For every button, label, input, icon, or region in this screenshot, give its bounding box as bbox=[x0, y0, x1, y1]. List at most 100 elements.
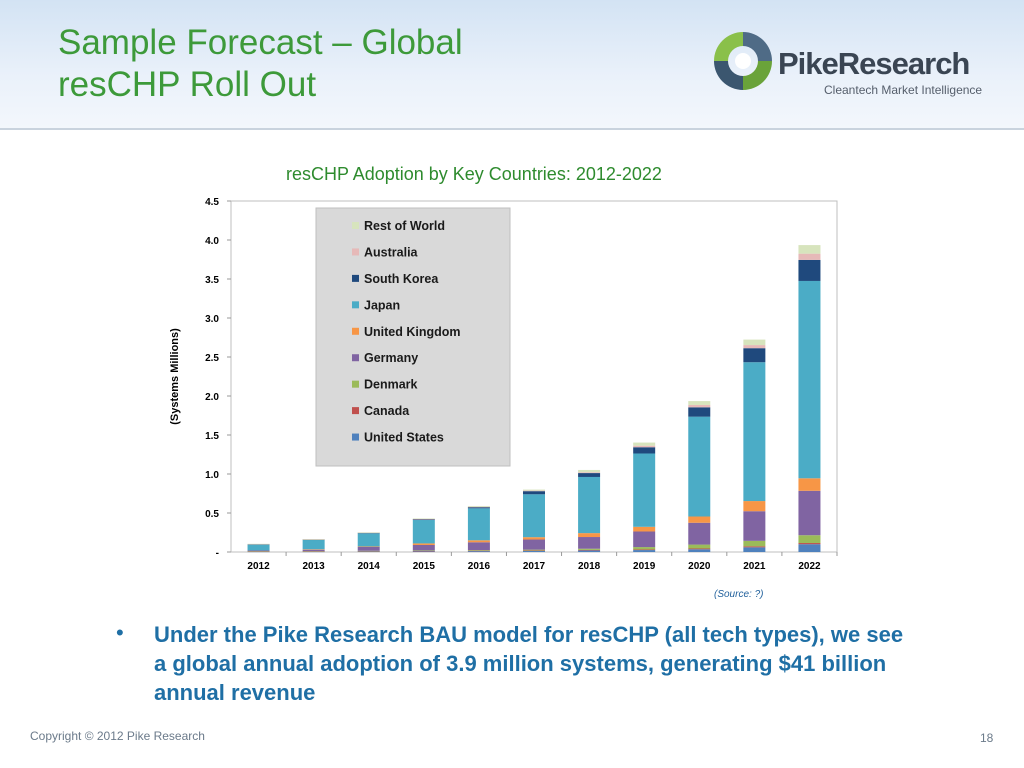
logo-brand-part1: Pike bbox=[778, 46, 839, 81]
bar-segment bbox=[523, 550, 545, 552]
bar-segment bbox=[798, 259, 821, 281]
bar-segment bbox=[578, 548, 601, 550]
bar-segment bbox=[633, 531, 656, 548]
y-tick-label: 2.5 bbox=[205, 353, 219, 364]
bar-segment bbox=[688, 404, 711, 408]
x-tick-label: 2019 bbox=[633, 561, 656, 572]
x-tick-label: 2013 bbox=[303, 561, 326, 572]
bar-segment bbox=[633, 442, 656, 446]
legend-entry: Germany bbox=[364, 351, 418, 365]
bar-segment bbox=[247, 544, 270, 551]
y-tick-label: 4.5 bbox=[205, 197, 219, 208]
y-tick-label: 3.5 bbox=[205, 275, 219, 286]
slide-title-line2: resCHP Roll Out bbox=[58, 65, 317, 104]
legend-entry: United Kingdom bbox=[364, 325, 461, 339]
x-tick-label: 2014 bbox=[358, 561, 381, 572]
y-axis-label: (Systems Millions) bbox=[169, 328, 181, 425]
bar-segment bbox=[467, 550, 490, 551]
y-tick-label: 1.5 bbox=[205, 431, 219, 442]
bar-segment bbox=[743, 547, 766, 552]
copyright-text: Copyright © 2012 Pike Research bbox=[30, 729, 205, 743]
bar-segment bbox=[688, 544, 711, 549]
bar-segment bbox=[523, 537, 545, 540]
page-number: 18 bbox=[980, 731, 994, 745]
bar-segment bbox=[743, 501, 766, 512]
bar-segment bbox=[412, 550, 435, 551]
bar-segment bbox=[633, 549, 656, 551]
y-tick-label: 4.0 bbox=[205, 236, 219, 247]
bar-segment bbox=[412, 518, 435, 520]
x-tick-label: 2022 bbox=[798, 561, 821, 572]
bar-segment bbox=[743, 511, 766, 541]
bar-segment bbox=[523, 491, 545, 495]
legend-swatch bbox=[352, 248, 359, 256]
bar-segment bbox=[743, 348, 766, 363]
bar-segment bbox=[467, 508, 490, 541]
bar-segment bbox=[743, 362, 766, 502]
x-tick-label: 2018 bbox=[578, 561, 601, 572]
legend-entry: Canada bbox=[364, 404, 410, 418]
y-tick-label: 0.5 bbox=[205, 509, 219, 520]
x-tick-label: 2015 bbox=[413, 561, 436, 572]
y-tick-label: - bbox=[216, 548, 219, 559]
logo-brand-name: PikeResearch bbox=[778, 46, 970, 82]
bar-segment bbox=[798, 535, 821, 544]
slide-title-line1: Sample Forecast – Global bbox=[58, 23, 463, 62]
bar-segment bbox=[247, 543, 270, 545]
bar-segment bbox=[743, 540, 766, 547]
bar-segment bbox=[578, 469, 601, 473]
bar-segment bbox=[688, 522, 711, 545]
legend-swatch bbox=[352, 354, 359, 362]
chart-legend bbox=[315, 207, 511, 467]
bar-segment bbox=[523, 494, 545, 538]
bar-segment bbox=[688, 548, 711, 550]
bar-segment bbox=[798, 280, 821, 479]
y-tick-label: 3.0 bbox=[205, 314, 219, 325]
bar-segment bbox=[467, 542, 490, 551]
bar-segment bbox=[798, 478, 821, 491]
bar-segment bbox=[467, 506, 490, 508]
legend-entry: United States bbox=[364, 431, 444, 445]
legend-swatch bbox=[352, 327, 359, 335]
bar-segment bbox=[798, 245, 821, 254]
y-tick-label: 2.0 bbox=[205, 392, 219, 403]
bar-segment bbox=[743, 339, 766, 346]
bar-segment bbox=[412, 551, 435, 552]
pike-research-logo: PikeResearch Cleantech Market Intelligen… bbox=[708, 26, 998, 106]
bar-segment bbox=[357, 533, 380, 547]
logo-tagline: Cleantech Market Intelligence bbox=[824, 83, 983, 97]
bar-segment bbox=[302, 539, 325, 550]
bar-segment bbox=[633, 526, 656, 532]
legend-swatch bbox=[352, 274, 359, 282]
bar-segment bbox=[578, 537, 601, 549]
x-tick-label: 2020 bbox=[688, 561, 711, 572]
bar-segment bbox=[633, 453, 656, 527]
legend-entry: South Korea bbox=[364, 272, 439, 286]
bar-segment bbox=[302, 549, 325, 552]
x-tick-label: 2021 bbox=[743, 561, 766, 572]
bar-segment bbox=[357, 532, 380, 533]
bar-segment bbox=[467, 540, 490, 543]
legend-entry: Australia bbox=[364, 245, 419, 259]
bar-segment bbox=[578, 473, 601, 477]
bar-segment bbox=[578, 472, 601, 474]
bar-segment bbox=[247, 550, 270, 552]
slide-header: Sample Forecast – Global resCHP Roll Out… bbox=[0, 0, 1024, 130]
legend-swatch bbox=[352, 222, 359, 229]
bar-segment bbox=[523, 490, 545, 492]
legend-swatch bbox=[352, 301, 359, 309]
bullet-text: Under the Pike Research BAU model for re… bbox=[154, 622, 904, 705]
y-tick-label: 1.0 bbox=[205, 470, 219, 481]
bar-segment bbox=[467, 505, 490, 507]
bar-segment bbox=[578, 476, 601, 534]
bar-segment bbox=[523, 539, 545, 550]
bar-segment bbox=[412, 543, 435, 545]
bar-segment bbox=[633, 547, 656, 550]
bar-segment bbox=[633, 445, 656, 448]
bar-segment bbox=[357, 532, 380, 534]
bar-segment bbox=[247, 551, 270, 552]
bullet-dot-icon: • bbox=[116, 620, 124, 645]
pike-research-logo-icon bbox=[714, 32, 772, 90]
bar-segment bbox=[357, 546, 380, 551]
bar-segment bbox=[578, 533, 601, 538]
